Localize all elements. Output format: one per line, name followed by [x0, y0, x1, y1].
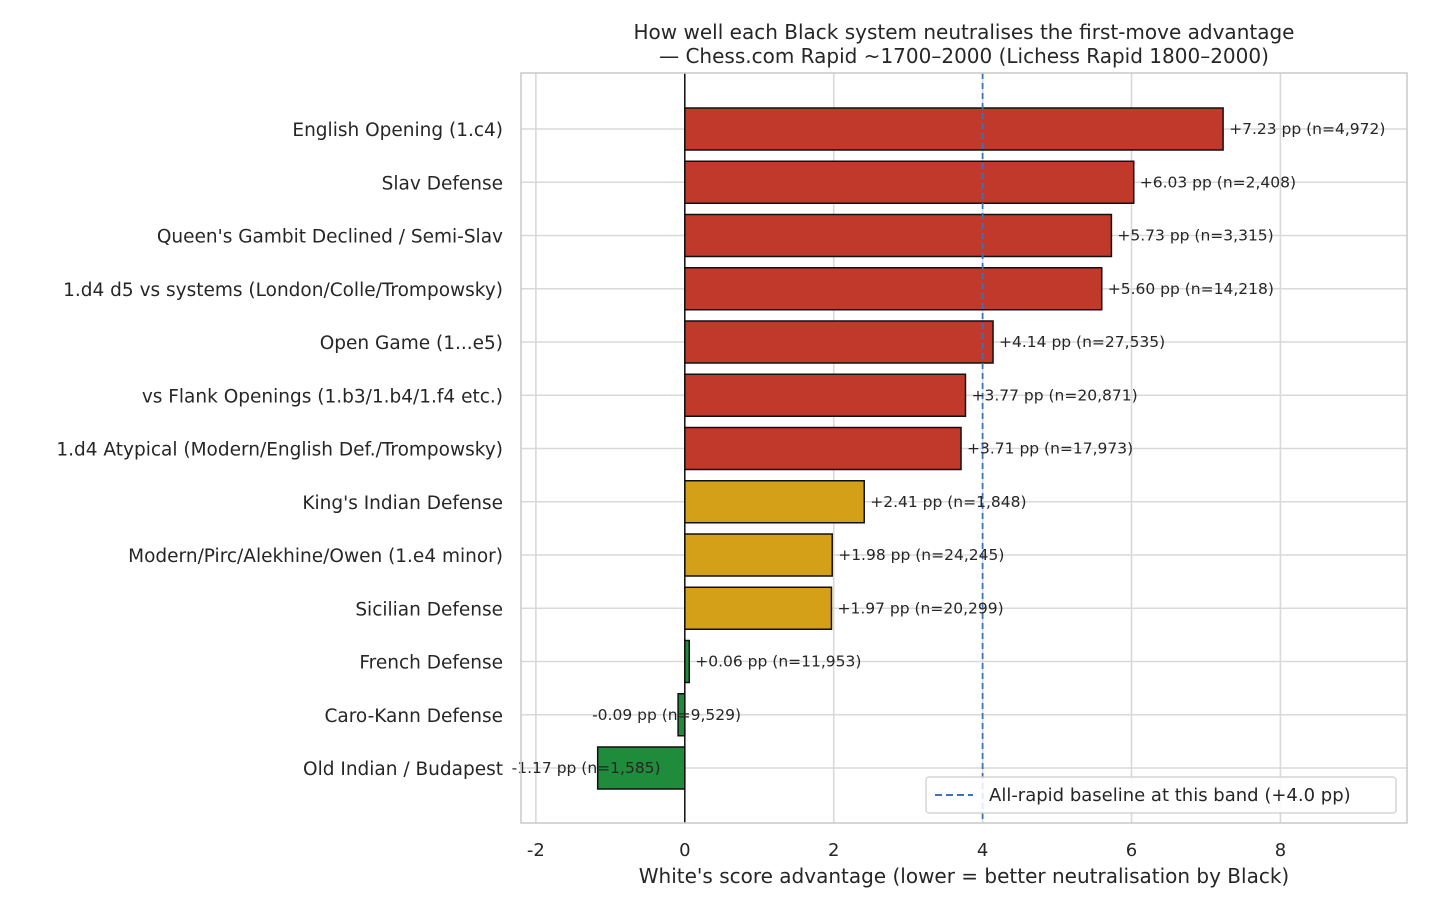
x-tick-label: 0	[679, 840, 690, 861]
x-axis-label: White's score advantage (lower = better …	[639, 864, 1289, 888]
y-tick-label: English Opening (1.c4)	[292, 120, 503, 141]
bar-value-label: +1.98 pp (n=24,245)	[838, 546, 1004, 564]
y-tick-label: French Defense	[359, 653, 503, 674]
bar-value-label: +1.97 pp (n=20,299)	[837, 599, 1003, 617]
y-tick-label: vs Flank Openings (1.b3/1.b4/1.f4 etc.)	[142, 386, 503, 407]
bar-value-label: +5.73 pp (n=3,315)	[1117, 227, 1273, 245]
y-tick-label: Old Indian / Budapest	[303, 759, 503, 780]
y-tick-label: 1.d4 Atypical (Modern/English Def./Tromp…	[56, 440, 503, 461]
bar	[684, 426, 962, 471]
bar	[684, 267, 1103, 311]
y-tick-label: Slav Defense	[382, 173, 503, 194]
chart-title: How well each Black system neutralises t…	[634, 20, 1295, 44]
y-tick-label: King's Indian Defense	[302, 493, 503, 514]
bar	[596, 746, 686, 790]
y-tick-label: Queen's Gambit Declined / Semi-Slav	[157, 227, 503, 248]
y-tick-label: Caro-Kann Defense	[324, 706, 503, 727]
x-tick-label: 6	[1126, 840, 1137, 861]
chart-title-group: How well each Black system neutralises t…	[634, 20, 1295, 68]
bar-value-label: -0.09 pp (n=9,529)	[592, 706, 741, 724]
bar-value-label: +2.41 pp (n=1,848)	[870, 493, 1026, 511]
bar	[684, 160, 1135, 204]
legend-box	[925, 776, 1397, 814]
bar	[684, 213, 1113, 258]
x-tick-label: 4	[977, 840, 988, 861]
y-tick-labels: English Opening (1.c4) Slav Defense Queen'…	[56, 120, 503, 780]
bar-value-label: +0.06 pp (n=11,953)	[695, 653, 861, 671]
plot-frame	[520, 72, 1408, 824]
legend-baseline-label: All-rapid baseline at this band (+4.0 pp…	[989, 785, 1351, 806]
bars	[596, 107, 1224, 790]
y-tick-label: Open Game (1...e5)	[320, 333, 503, 354]
bar	[684, 107, 1224, 151]
chart-subtitle: — Chess.com Rapid ~1700–2000 (Lichess Ra…	[659, 44, 1269, 68]
bar-value-label: +3.77 pp (n=20,871)	[971, 386, 1137, 404]
bar	[684, 373, 967, 417]
bar-value-label: +6.03 pp (n=2,408)	[1140, 173, 1296, 191]
bar-value-label: -1.17 pp (n=1,585)	[512, 759, 661, 777]
legend: All-rapid baseline at this band (+4.0 pp…	[925, 776, 1397, 814]
bar	[684, 320, 994, 364]
bar-value-label: +3.71 pp (n=17,973)	[967, 440, 1133, 458]
bar	[684, 586, 833, 630]
grid	[521, 73, 1407, 823]
bar-value-label: +5.60 pp (n=14,218)	[1108, 280, 1274, 298]
y-tick-label: Sicilian Defense	[355, 599, 503, 620]
x-tick-label: 8	[1275, 840, 1286, 861]
bar-labels: +7.23 pp (n=4,972) +6.03 pp (n=2,408) +5.7…	[512, 120, 1386, 777]
x-tick-label: 2	[828, 840, 839, 861]
bar-value-label: +4.14 pp (n=27,535)	[999, 333, 1165, 351]
y-tick-label: Modern/Pirc/Alekhine/Owen (1.e4 minor)	[128, 546, 503, 567]
bar	[684, 533, 833, 577]
x-tick-labels: -2 0 2 4 6 8	[527, 840, 1286, 861]
y-tick-label: 1.d4 d5 vs systems (London/Colle/Trompow…	[63, 280, 503, 301]
bar-value-label: +7.23 pp (n=4,972)	[1229, 120, 1385, 138]
x-tick-label: -2	[527, 840, 545, 861]
bar	[684, 480, 865, 524]
